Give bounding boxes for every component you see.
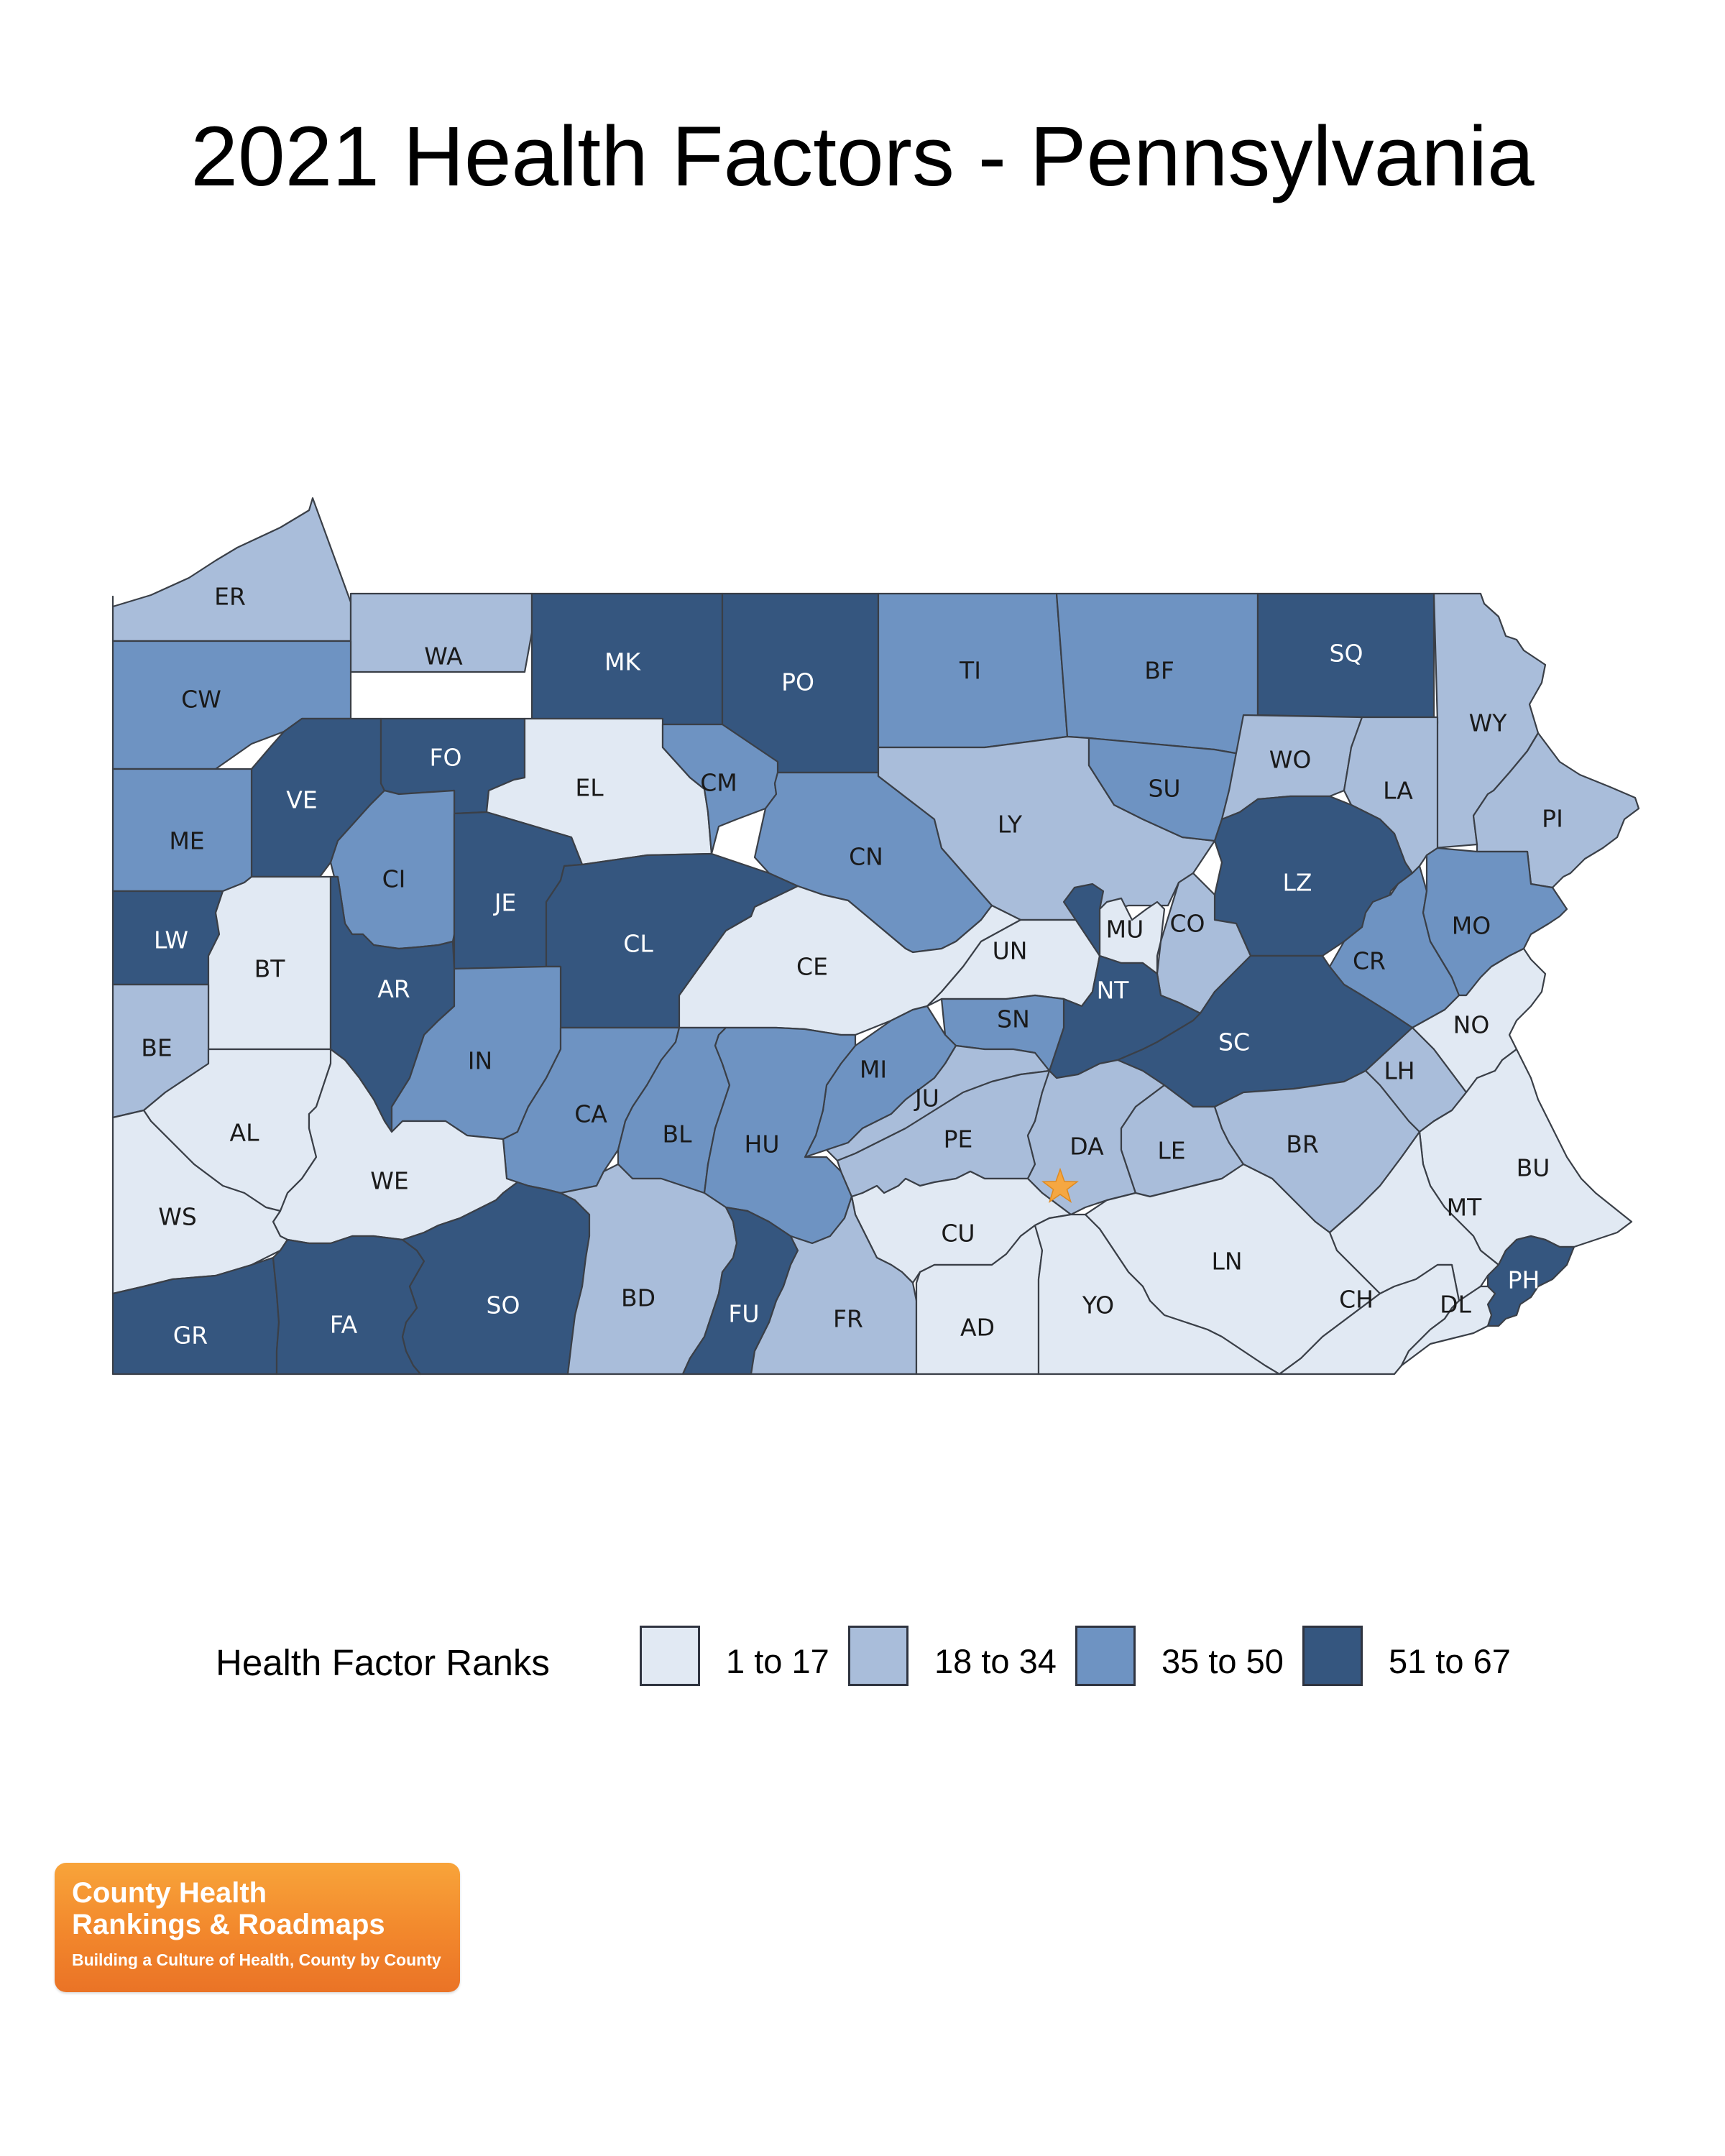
- county-label-ce: CE: [796, 953, 828, 981]
- county-label-bl: BL: [662, 1120, 692, 1148]
- logo-tagline: Building a Culture of Health, County by …: [72, 1950, 441, 1969]
- county-label-pe: PE: [944, 1125, 973, 1153]
- county-label-yo: YO: [1082, 1291, 1114, 1319]
- county-label-ju: JU: [914, 1084, 939, 1112]
- county-label-wa: WA: [424, 642, 463, 671]
- county-label-mu: MU: [1106, 916, 1144, 944]
- county-label-ve: VE: [286, 786, 317, 814]
- legend-swatch-1: [640, 1626, 700, 1686]
- county-label-mo: MO: [1452, 912, 1491, 940]
- county-label-el: EL: [575, 774, 604, 802]
- county-label-lz: LZ: [1283, 869, 1312, 897]
- county-label-al: AL: [230, 1119, 260, 1147]
- county-label-cu: CU: [941, 1220, 975, 1248]
- county-label-we: WE: [370, 1167, 408, 1195]
- county-label-cn: CN: [849, 843, 883, 871]
- county-label-co: CO: [1169, 910, 1205, 938]
- county-label-bt: BT: [254, 955, 286, 983]
- county-label-bf: BF: [1144, 657, 1174, 685]
- county-label-bu: BU: [1517, 1154, 1550, 1182]
- county-label-be: BE: [141, 1034, 172, 1062]
- county-label-cl: CL: [623, 930, 653, 958]
- county-label-so: SO: [487, 1291, 520, 1319]
- county-label-lw: LW: [154, 926, 188, 954]
- county-label-fa: FA: [330, 1311, 358, 1339]
- county-dl: [1400, 1285, 1496, 1367]
- county-label-cw: CW: [181, 686, 221, 714]
- legend-swatch-3: [1075, 1626, 1136, 1686]
- legend-title: Health Factor Ranks: [216, 1642, 550, 1683]
- county-label-ws: WS: [158, 1203, 197, 1231]
- county-label-hu: HU: [745, 1130, 780, 1158]
- legend-label-3: 35 to 50: [1162, 1642, 1284, 1680]
- county-label-ca: CA: [574, 1100, 607, 1128]
- county-label-mi: MI: [860, 1056, 887, 1084]
- county-label-sq: SQ: [1330, 640, 1363, 668]
- county-label-wy: WY: [1469, 709, 1508, 737]
- county-yo: [1034, 1213, 1281, 1376]
- map-title: 2021 Health Factors - Pennsylvania: [190, 109, 1535, 204]
- county-label-un: UN: [993, 937, 1028, 965]
- county-label-je: JE: [493, 889, 517, 917]
- county-label-br: BR: [1286, 1130, 1319, 1158]
- county-label-er: ER: [214, 583, 246, 611]
- county-label-ln: LN: [1211, 1248, 1242, 1276]
- county-er: [111, 497, 352, 642]
- county-label-la: LA: [1383, 777, 1413, 805]
- legend: Health Factor Ranks 1 to 17 18 to 34 35 …: [216, 1626, 1581, 1690]
- county-label-ad: AD: [960, 1314, 995, 1342]
- legend-label-1: 1 to 17: [726, 1642, 829, 1680]
- county-label-bd: BD: [621, 1284, 656, 1312]
- county-cm: [661, 723, 779, 855]
- county-label-ar: AR: [377, 975, 410, 1003]
- county-label-no: NO: [1453, 1011, 1490, 1039]
- legend-label-4: 51 to 67: [1389, 1642, 1511, 1680]
- county-label-po: PO: [781, 668, 814, 696]
- star-icon: [1041, 1167, 1079, 1204]
- county-label-ly: LY: [998, 811, 1023, 839]
- county-fa: [272, 1235, 426, 1376]
- county-label-fr: FR: [833, 1305, 863, 1333]
- legend-swatch-4: [1302, 1626, 1363, 1686]
- logo-line-2: Rankings & Roadmaps: [72, 1909, 385, 1940]
- county-label-ch: CH: [1339, 1286, 1374, 1314]
- county-label-mt: MT: [1447, 1194, 1482, 1222]
- labels-layer: ER WA MK PO TI BF SQ WY CW VE FO EL CM CN LY SU WO LA PI ME…: [141, 583, 1563, 1350]
- county-label-pi: PI: [1542, 805, 1563, 833]
- county-label-ti: TI: [959, 657, 981, 685]
- county-label-fu: FU: [728, 1300, 759, 1328]
- county-label-cm: CM: [700, 769, 737, 797]
- county-label-nt: NT: [1097, 977, 1130, 1005]
- county-label-ph: PH: [1508, 1266, 1540, 1294]
- county-health-rankings-logo: County Health Rankings & Roadmaps Buildi…: [55, 1863, 460, 1992]
- county-label-lh: LH: [1384, 1057, 1414, 1085]
- county-label-cr: CR: [1353, 947, 1386, 975]
- county-label-in: IN: [468, 1047, 492, 1075]
- county-label-wo: WO: [1269, 746, 1312, 774]
- legend-label-2: 18 to 34: [934, 1642, 1057, 1680]
- legend-swatch-2: [848, 1626, 908, 1686]
- counties-layer: [111, 497, 1640, 1376]
- county-label-me: ME: [169, 827, 204, 855]
- county-label-sn: SN: [997, 1005, 1030, 1033]
- county-label-ci: CI: [382, 865, 406, 893]
- county-label-sc: SC: [1218, 1028, 1250, 1056]
- county-label-mk: MK: [604, 648, 641, 676]
- logo-line-1: County Health: [72, 1877, 267, 1909]
- county-label-gr: GR: [173, 1322, 208, 1350]
- county-label-le: LE: [1157, 1137, 1185, 1165]
- county-label-su: SU: [1148, 775, 1180, 803]
- county-label-fo: FO: [430, 744, 462, 772]
- county-label-da: DA: [1070, 1133, 1104, 1161]
- county-label-dl: DL: [1440, 1291, 1471, 1319]
